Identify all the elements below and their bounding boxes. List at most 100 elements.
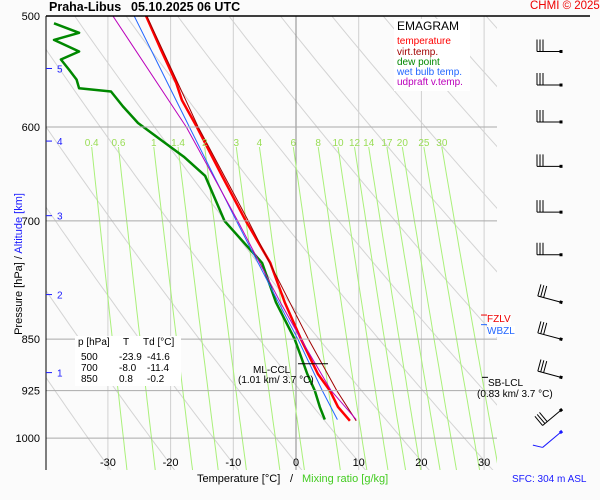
barb-staff [537,332,562,340]
wind-barb-icon [536,109,563,124]
mixing-ratio-label: 4 [257,138,263,149]
barb-feather [540,321,545,334]
dry-adiabat [279,16,497,273]
barb-feather [540,285,545,297]
dry-adiabat [46,125,303,470]
altitude-label: 5 [57,64,63,75]
y-axis-label: Pressure [hPa] / Altitude [km] [12,193,25,335]
mixing-ratio-label: 6 [291,138,297,149]
mixing-ratio-label: 30 [436,138,448,149]
legend: EMAGRAM temperature virt.temp. dew point… [394,19,470,91]
plot-group [46,0,600,474]
barb-feather [537,359,542,372]
table-cell-p: 850 [81,374,98,385]
wind-barb-icon [536,200,563,214]
y-tick-label: 600 [22,122,40,134]
x-tick-label: -10 [225,457,241,469]
dry-adiabat [566,0,600,474]
mixing-ratio-label: 8 [315,138,321,149]
altitude-label: 2 [57,291,63,302]
legend-dew-point: dew point [397,57,440,68]
dry-adiabat [46,48,367,470]
barb-station [559,83,563,87]
wind-barb-icon [532,429,564,448]
dry-adiabat [46,376,112,470]
mixing-ratio-line [317,146,368,470]
mixing-ratio-line [386,146,441,470]
mixing-ratio-label: 17 [381,138,393,149]
barb-feather [543,322,548,335]
barb-station [559,49,563,53]
table-cell-t: 0.8 [119,374,133,385]
sb-lcl-label: SB-LCL [488,378,524,389]
barb-feather [540,360,545,373]
x-tick-label: -30 [100,457,116,469]
dry-adiabat [382,16,497,148]
mixing-ratio-line [153,146,194,470]
wind-barb-icon [536,39,563,53]
x-tick-label: 30 [478,457,490,469]
mixing-ratio-label: 3 [233,138,239,149]
y-tick-label: 850 [22,334,40,346]
mixing-ratio-line [354,146,407,470]
barb-station [559,253,563,257]
x-tick-label: -20 [163,457,179,469]
legend-title: EMAGRAM [397,19,460,33]
copyright: CHMI © 2025 [530,0,600,12]
mixing-ratio-label: 25 [418,138,430,149]
table-cell-td: -41.6 [147,352,170,363]
datetime: 05.10.2025 06 UTC [131,0,241,14]
x-tick-label: 0 [293,457,299,469]
sb-lcl-value: (0.83 km/ 3.7 °C) [477,389,553,400]
table-cell-td: -11.4 [147,363,170,374]
fzlv-label: FZLV [487,314,511,325]
mixing-ratio-line [401,146,457,470]
y-tick-label: 500 [22,11,40,23]
table-cell-p: 500 [81,352,98,363]
dry-adiabat [228,16,497,339]
mixing-ratio-label: 2 [202,138,208,149]
profile-temperature [144,16,351,422]
mixing-ratio-line [235,146,281,470]
dry-adiabat [331,16,497,209]
surface-elevation: SFC: 304 m ASL [512,474,587,485]
table-cell-p: 700 [81,363,98,374]
wind-barb-icon [536,154,563,168]
altitude-label: 4 [57,137,63,148]
barb-feather [543,285,548,298]
barb-feather [534,415,543,426]
mixing-ratio-label: 1 [151,138,157,149]
barb-feather [536,414,546,424]
profile-dew-point [52,22,326,421]
barb-station [558,407,564,413]
barb-station [559,210,563,214]
barb-staff [542,409,562,426]
legend-temperature: temperature [397,36,451,47]
x-axis-label-mixing: Mixing ratio [g/kg] [302,473,389,485]
barb-station [559,164,563,168]
mixing-ratio-line [91,146,128,470]
mixing-ratio-label: 1.4 [171,138,185,149]
legend-wet-bulb: wet bulb temp. [397,67,463,78]
altitude-label: 1 [57,369,63,380]
wind-barb-icon [537,359,563,380]
table-header-t: T [123,337,130,348]
dry-adiabat [515,0,600,474]
mixing-ratio-line [118,146,156,470]
table-header-p: p [hPa] [78,337,110,348]
y-axis-label-pressure: Pressure [hPa] [12,262,25,335]
table-header-td: Td [°C] [143,337,175,348]
dry-adiabat [125,16,494,470]
y-tick-label: 700 [22,216,40,228]
mixing-ratio-label: 14 [363,138,375,149]
barb-feather [539,412,548,422]
x-tick-label: 10 [353,457,365,469]
barb-station [559,300,563,305]
y-tick-label: 1000 [16,433,40,445]
station-name: Praha-Libus [49,0,122,14]
values-table: p [hPa] T Td [°C] 500 -23.9 -41.6 700 -8.0 -1… [75,336,181,386]
mixing-ratio-label: 10 [332,138,344,149]
barb-feather [532,444,543,448]
